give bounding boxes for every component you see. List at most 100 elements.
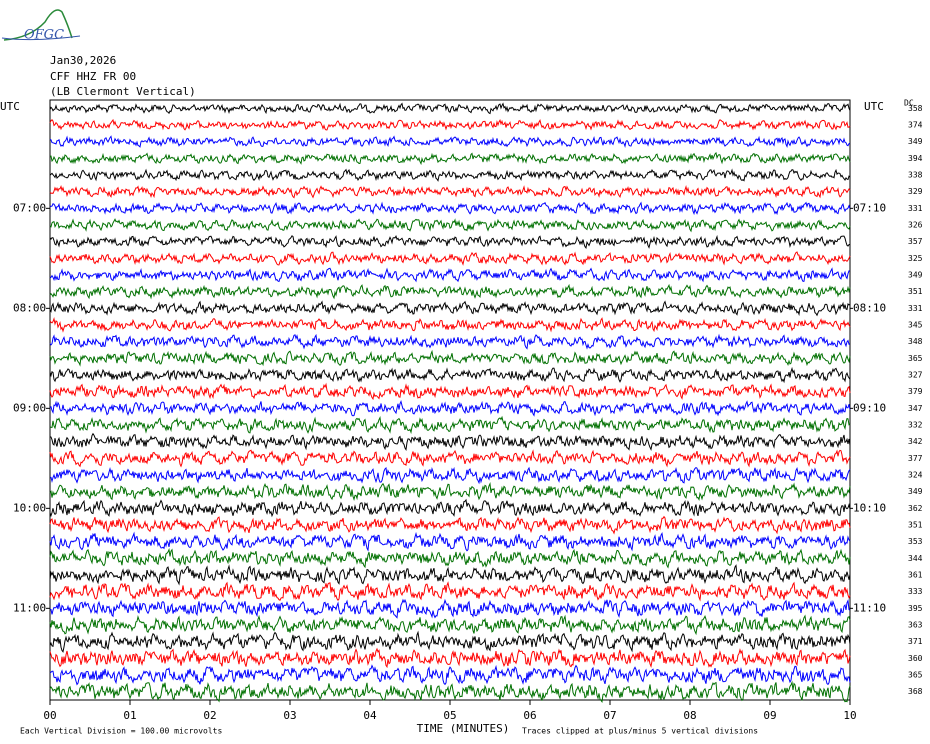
trace-offset: 374 — [908, 121, 923, 130]
trace-offset: 377 — [908, 454, 923, 463]
trace — [49, 102, 851, 115]
trace — [49, 267, 851, 283]
trace — [49, 218, 851, 233]
trace — [49, 680, 851, 703]
trace — [49, 481, 851, 502]
trace — [49, 647, 851, 669]
logo-swoosh — [1, 35, 81, 41]
trace-offset: 358 — [908, 104, 923, 113]
trace — [49, 283, 851, 300]
x-title: TIME (MINUTES) — [417, 722, 510, 735]
y2-tick-label: 07:10 — [853, 201, 886, 214]
trace-offset: 349 — [908, 487, 923, 496]
trace-offset: 326 — [908, 221, 923, 230]
x-tick-label: 10 — [843, 709, 856, 722]
y-tick-label: 08:00 — [13, 301, 46, 314]
trace — [49, 498, 851, 518]
y-tick-label: 09:00 — [13, 401, 46, 414]
trace-offset: 349 — [908, 137, 923, 146]
x-tick-label: 00 — [43, 709, 56, 722]
trace — [49, 432, 851, 452]
y-tick-label: 10:00 — [13, 501, 46, 514]
trace — [49, 581, 851, 602]
y2-tick-label: 10:10 — [853, 501, 886, 514]
trace — [49, 184, 851, 199]
trace-offset: 368 — [908, 687, 923, 696]
x-tick-label: 08 — [683, 709, 696, 722]
trace-offset: 371 — [908, 637, 923, 646]
trace-offset: 338 — [908, 171, 923, 180]
trace-offset: 365 — [908, 354, 923, 363]
trace — [49, 664, 851, 686]
trace — [49, 234, 851, 250]
trace-offset: 324 — [908, 471, 923, 480]
y2-tick-label: 08:10 — [853, 301, 886, 314]
left-axis-label: UTC — [0, 100, 20, 113]
trace-offset: 395 — [908, 604, 923, 613]
y-tick-label: 11:00 — [13, 601, 46, 614]
trace-offset: 349 — [908, 271, 923, 280]
trace — [49, 415, 851, 435]
trace-offset: 348 — [908, 337, 923, 346]
location: (LB Clermont Vertical) — [50, 85, 196, 98]
y2-tick-label: 09:10 — [853, 401, 886, 414]
right-axis-label: UTC — [864, 100, 884, 113]
x-tick-label: 09 — [763, 709, 776, 722]
trace-offset: 344 — [908, 554, 923, 563]
offset-header: DC — [904, 99, 914, 108]
x-tick-label: 01 — [123, 709, 136, 722]
trace-offset: 347 — [908, 404, 923, 413]
trace — [49, 399, 851, 417]
trace — [49, 598, 851, 619]
trace-offset: 353 — [908, 537, 923, 546]
clip-note: Traces clipped at plus/minus 5 vertical … — [522, 727, 758, 736]
trace-offset: 351 — [908, 521, 923, 530]
y-tick-label: 07:00 — [13, 201, 46, 214]
trace — [49, 564, 851, 586]
trace — [49, 316, 851, 333]
x-tick-label: 04 — [363, 709, 377, 722]
trace — [49, 382, 851, 401]
trace — [49, 151, 851, 166]
trace — [49, 366, 851, 384]
logo: OFGC — [24, 28, 64, 43]
trace-offset: 342 — [908, 437, 923, 446]
trace-offset: 394 — [908, 154, 923, 163]
station: CFF HHZ FR 00 — [50, 70, 136, 83]
trace-offset: 329 — [908, 187, 923, 196]
trace — [49, 349, 851, 367]
trace-offset: 325 — [908, 254, 923, 263]
trace-offset: 331 — [908, 204, 923, 213]
trace-offset: 365 — [908, 671, 923, 680]
trace — [49, 118, 851, 131]
date: Jan30,2026 — [50, 54, 116, 67]
trace-offset: 361 — [908, 571, 923, 580]
trace-offset: 345 — [908, 321, 923, 330]
x-tick-label: 06 — [523, 709, 536, 722]
trace — [49, 201, 851, 216]
trace — [49, 135, 851, 149]
trace — [49, 548, 851, 569]
trace-offset: 327 — [908, 371, 923, 380]
scale-note: Each Vertical Division = 100.00 microvol… — [20, 727, 222, 736]
y2-tick-label: 11:10 — [853, 601, 886, 614]
trace-offset: 333 — [908, 587, 923, 596]
trace — [49, 515, 851, 535]
trace-offset: 379 — [908, 387, 923, 396]
trace-offset: 332 — [908, 421, 923, 430]
trace-offset: 360 — [908, 654, 923, 663]
trace-offset: 351 — [908, 287, 923, 296]
trace — [49, 449, 851, 468]
logo-mountain — [3, 9, 73, 41]
trace — [49, 630, 851, 653]
trace — [49, 614, 851, 636]
x-tick-label: 02 — [203, 709, 216, 722]
trace-offset: 362 — [908, 504, 923, 513]
trace-offset: 331 — [908, 304, 923, 313]
trace — [49, 300, 851, 317]
trace-offset: 363 — [908, 621, 923, 630]
trace — [49, 333, 850, 350]
trace — [49, 531, 851, 552]
trace — [49, 251, 851, 266]
